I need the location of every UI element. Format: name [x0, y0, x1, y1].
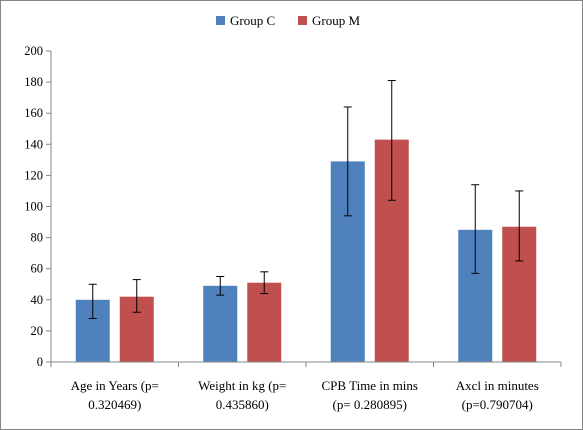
y-tick-label: 180: [24, 75, 43, 89]
x-tick-label-line: Age in Years (p=: [71, 378, 159, 393]
y-tick-label: 80: [31, 231, 44, 245]
x-axis: Age in Years (p= 0.320469) Weight in kg (p…: [50, 361, 562, 412]
y-tick-label: 40: [31, 293, 44, 307]
y-tick-label: 60: [31, 262, 44, 276]
y-tick-label: 0: [37, 355, 43, 369]
x-tick-label: CPB Time in mins (p= 0.280895): [322, 378, 418, 412]
legend-label: Group M: [312, 13, 360, 28]
y-tick-label: 140: [24, 137, 43, 151]
y-tick-label: 120: [24, 168, 43, 182]
bar: [203, 285, 238, 362]
x-tick-label: Weight in kg (p= 0.435860): [198, 378, 286, 412]
x-tick-label: Age in Years (p= 0.320469): [71, 378, 159, 412]
x-tick-label-line: Weight in kg (p=: [198, 378, 286, 393]
y-tick-label: 100: [24, 200, 43, 214]
legend-swatch: [298, 16, 307, 25]
y-tick-label: 160: [24, 106, 43, 120]
x-tick-label: Axcl in minutes (p=0.790704): [456, 378, 539, 412]
y-axis: 0 20 40 60 80 100 120 140 160 180 200: [24, 44, 52, 369]
x-tick-label-line: 0.435860): [216, 397, 269, 412]
legend-swatch: [216, 16, 225, 25]
x-tick-label-line: CPB Time in mins: [322, 378, 418, 393]
y-tick-label: 200: [24, 44, 43, 58]
bar: [247, 282, 282, 362]
y-tick-label: 20: [31, 324, 44, 338]
legend: Group C Group M: [216, 13, 360, 28]
x-tick-label-line: Axcl in minutes: [456, 378, 539, 393]
legend-label: Group C: [230, 13, 275, 28]
x-tick-label-line: 0.320469): [88, 397, 141, 412]
x-tick-label-line: (p=0.790704): [462, 397, 533, 412]
x-tick-label-line: (p= 0.280895): [333, 397, 408, 412]
bars: [75, 80, 537, 362]
